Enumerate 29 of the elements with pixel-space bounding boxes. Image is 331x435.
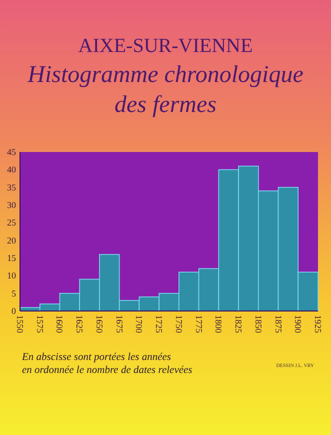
x-tick-label: 1750 [174,315,184,334]
x-tick-label: 1575 [34,315,45,334]
y-tick-label: 15 [7,253,16,263]
x-tick-label: 1675 [114,315,124,334]
y-tick-label: 25 [7,218,16,228]
x-tick-label: 1775 [194,315,204,334]
x-tick-label: 1850 [253,315,264,334]
y-tick-label: 0 [12,306,16,316]
x-tick-label: 1550 [15,315,25,334]
y-tick-label: 5 [12,288,16,298]
x-tick-label: 1875 [273,315,284,334]
y-tick-label: 20 [7,235,16,246]
x-tick-label: 1625 [74,315,85,334]
x-tick-label: 1725 [154,315,164,334]
x-tick-label: 1925 [313,315,323,334]
y-tick-label: 45 [7,147,16,157]
x-tick-label: 1700 [134,315,144,334]
y-tick-label: 30 [7,200,16,210]
x-tick-label: 1650 [94,315,104,334]
text: En abscisse sont portées les années en ordonnée le nombre de dates relevées [21,352,192,376]
chart-subtitle: Histogramme chronologique des fermes [26,62,304,118]
x-tick-label: 1600 [54,315,65,334]
y-tick-label: 40 [7,164,16,175]
chart-title: AIXE-SUR-VIENNE [78,35,253,57]
x-tick-label: 1825 [234,315,244,334]
x-tick-label: 1800 [214,315,224,334]
x-tick-label: 1900 [293,315,304,334]
y-tick-label: 35 [7,182,16,192]
y-tick-label: 10 [7,270,16,281]
